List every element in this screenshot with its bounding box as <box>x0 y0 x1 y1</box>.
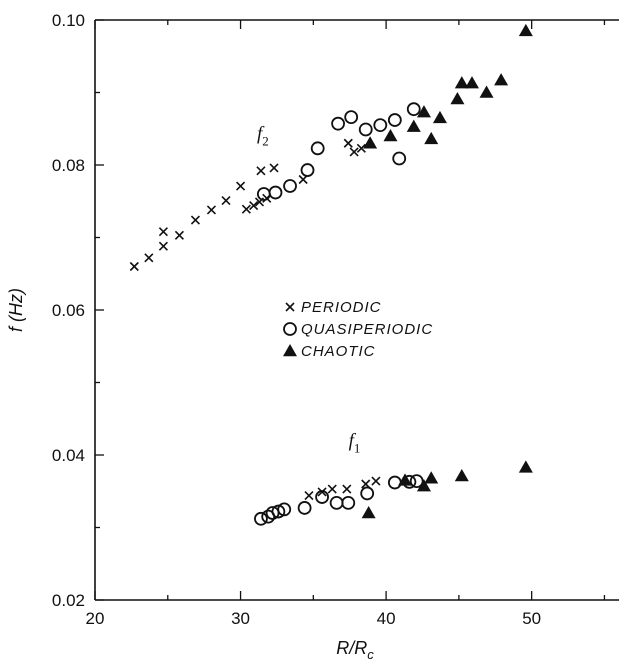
quasiperiodic-point <box>256 187 271 201</box>
quasiperiodic-point <box>358 122 373 137</box>
annotation-f1: f1 <box>349 430 361 455</box>
x-tick-label: 40 <box>377 609 396 628</box>
chaotic-point <box>424 131 439 145</box>
series-periodic <box>129 138 381 501</box>
chaotic-point <box>464 76 479 89</box>
quasiperiodic-point <box>329 495 344 510</box>
x-tick-label: 30 <box>231 609 250 628</box>
x-axis-title: R/Rc <box>336 638 374 659</box>
series-quasiperiodic <box>254 102 424 526</box>
periodic-point <box>317 487 327 497</box>
annotations: f2 f1 <box>257 124 360 456</box>
x-axis-ticks: 20 30 40 50 <box>86 20 606 628</box>
chaotic-point <box>383 129 398 142</box>
quasiperiodic-point <box>283 179 297 193</box>
quasiperiodic-point <box>409 474 424 489</box>
y-tick-label: 0.10 <box>52 11 85 30</box>
periodic-point <box>343 138 353 148</box>
chaotic-point <box>454 469 469 482</box>
x-tick-label: 20 <box>86 609 105 628</box>
chaotic-point <box>450 92 465 105</box>
quasiperiodic-point <box>300 163 315 177</box>
periodic-point <box>206 205 217 215</box>
periodic-point <box>327 484 337 494</box>
quasiperiodic-point <box>297 501 312 515</box>
periodic-point <box>235 181 246 191</box>
chaotic-point <box>406 119 421 132</box>
periodic-point <box>174 230 184 240</box>
series-chaotic <box>361 23 533 519</box>
periodic-point <box>356 143 366 153</box>
periodic-point <box>241 204 251 214</box>
axis-titles: f (Hz) R/Rc <box>6 288 374 659</box>
quasiperiodic-point <box>360 486 375 501</box>
quasiperiodic-point <box>392 151 407 166</box>
y-tick-label: 0.08 <box>52 156 85 175</box>
chaotic-point <box>361 506 376 519</box>
chaotic-point <box>518 23 533 37</box>
periodic-point <box>304 491 314 501</box>
quasiperiodic-point <box>387 475 402 490</box>
quasiperiodic-point <box>271 504 286 519</box>
periodic-point <box>371 476 381 486</box>
chaotic-point <box>363 136 378 149</box>
quasiperiodic-point <box>315 490 329 504</box>
legend: PERIODIC QUASIPERIODIC CHAOTIC <box>283 299 433 360</box>
chaotic-point <box>416 479 431 492</box>
periodic-point <box>249 201 259 211</box>
quasiperiodic-point <box>254 511 268 526</box>
periodic-point <box>144 253 154 263</box>
chaotic-point <box>494 73 509 86</box>
y-axis-ticks: 0.02 0.04 0.06 0.08 0.10 <box>52 11 104 610</box>
chaotic-point <box>432 110 447 124</box>
chaotic-point <box>479 85 494 98</box>
periodic-point <box>221 195 231 206</box>
y-tick-label: 0.02 <box>52 591 85 610</box>
chaotic-point <box>424 471 439 484</box>
quasiperiodic-point <box>310 141 325 156</box>
chaotic-point <box>518 460 533 473</box>
quasiperiodic-point <box>344 110 359 125</box>
annotation-f2: f2 <box>257 124 269 149</box>
quasiperiodic-point <box>331 116 345 131</box>
periodic-point <box>349 147 359 157</box>
quasiperiodic-point <box>277 502 292 517</box>
quasiperiodic-point <box>387 113 402 127</box>
chaotic-point <box>454 76 469 89</box>
periodic-point <box>190 215 200 225</box>
periodic-point <box>342 484 352 494</box>
quasiperiodic-point <box>341 495 356 510</box>
periodic-point <box>158 241 168 251</box>
quasiperiodic-point <box>373 118 388 133</box>
legend-marker-quasiperiodic <box>283 322 297 336</box>
quasiperiodic-point <box>268 185 283 200</box>
periodic-point <box>298 174 308 185</box>
chaotic-point <box>398 473 413 486</box>
x-tick-label: 50 <box>522 609 541 628</box>
data-points <box>129 23 533 526</box>
legend-label-periodic: PERIODIC <box>301 299 382 316</box>
chaotic-point <box>416 105 431 118</box>
y-tick-label: 0.04 <box>52 446 85 465</box>
y-tick-label: 0.06 <box>52 301 85 320</box>
legend-label-chaotic: CHAOTIC <box>301 343 376 360</box>
periodic-point <box>158 227 168 237</box>
y-axis-title: f (Hz) <box>6 288 26 332</box>
periodic-point <box>269 163 279 173</box>
quasiperiodic-point <box>406 102 421 117</box>
periodic-point <box>256 166 266 176</box>
legend-label-quasiperiodic: QUASIPERIODIC <box>301 321 433 338</box>
periodic-point <box>129 261 139 272</box>
legend-marker-periodic <box>285 302 295 312</box>
legend-marker-chaotic <box>283 344 297 357</box>
